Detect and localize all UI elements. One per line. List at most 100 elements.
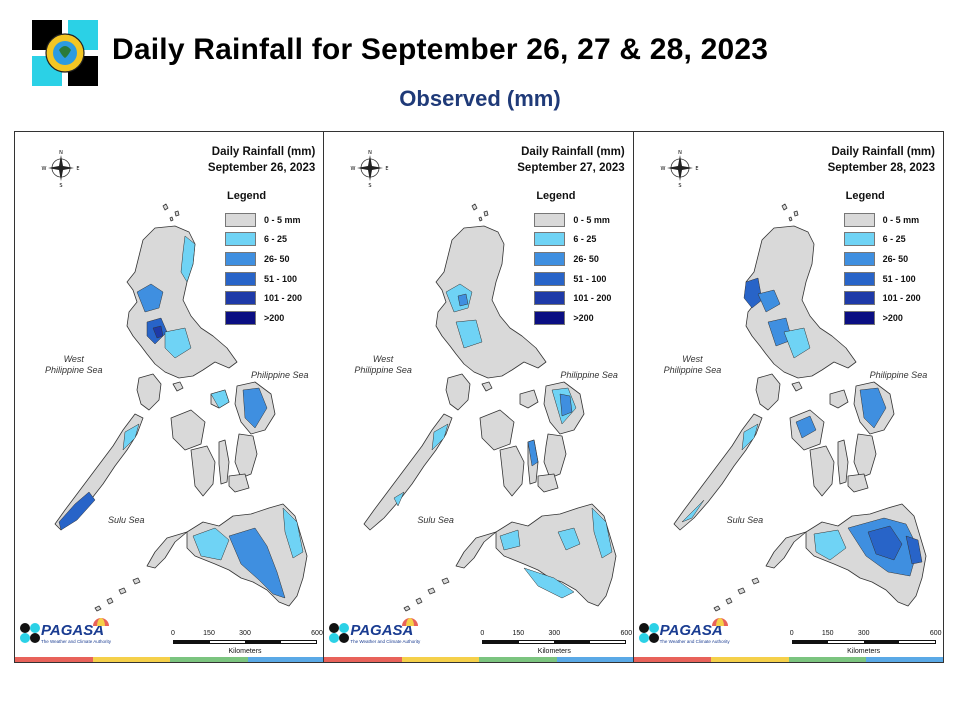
stripe-segment	[324, 657, 402, 662]
rainfall-area	[164, 327, 192, 359]
rainfall-area	[741, 423, 759, 451]
scale-tick-label: 600	[311, 630, 323, 637]
legend-swatch	[225, 271, 256, 286]
rainfall-area	[859, 387, 886, 429]
legend-label: 6 - 25	[882, 234, 906, 245]
bohol-island	[847, 473, 869, 493]
page-title: Daily Rainfall for September 26, 27 & 28…	[112, 33, 769, 66]
legend-swatch	[843, 310, 875, 325]
legend-label: 26- 50	[264, 253, 290, 264]
legend-swatch	[534, 212, 566, 227]
stripe-segment	[15, 657, 93, 662]
rainfall-area	[681, 499, 704, 523]
philippines-rainfall-map	[673, 203, 927, 612]
pagasa-tagline: The Weather and Climate Authority	[659, 639, 730, 644]
scale-tick-label: 600	[620, 630, 633, 637]
rainfall-area	[136, 283, 164, 313]
pagasa-logo: PAGASA The Weather and Climate Authority	[328, 616, 420, 648]
cebu-island	[837, 439, 849, 485]
stripe-segment	[170, 657, 248, 662]
scale-tick-label: 0	[789, 630, 794, 637]
rainfall-area	[795, 415, 816, 439]
legend-label: 51 - 100	[573, 273, 607, 284]
stripe-segment	[711, 657, 789, 662]
legend-label: 0 - 5 mm	[264, 214, 301, 225]
rainfall-area	[432, 423, 449, 451]
legend-swatch	[225, 310, 256, 325]
mindanao-island	[495, 503, 617, 607]
leyte-island	[853, 433, 877, 479]
stripe-segment	[866, 657, 943, 662]
rainfall-legend: Legend 0 - 5 mm 6 - 25 26- 50 51 - 100 101 -…	[534, 190, 611, 328]
rainfall-area	[523, 567, 575, 599]
bohol-island	[228, 473, 250, 493]
scale-tick-label: 600	[929, 630, 942, 637]
legend-title: Legend	[845, 190, 885, 202]
scale-tick-label: 300	[239, 630, 251, 637]
panay-island	[170, 409, 206, 451]
stripe-segment	[401, 657, 480, 662]
rainfall-area	[192, 527, 230, 561]
rainfall-map-panel-3: N S W E Daily Rainfall (mm) September 28…	[633, 132, 943, 662]
masbate-island	[829, 389, 849, 409]
legend-item: >200	[225, 308, 302, 328]
scale-tick-label: 150	[203, 630, 215, 637]
batanes-islands	[781, 203, 799, 222]
rainfall-area	[282, 507, 304, 559]
brand-color-stripe	[324, 657, 633, 662]
north-arrow-compass: N S W E	[351, 150, 389, 188]
compass-s: S	[678, 183, 681, 188]
zamboanga-peninsula	[146, 531, 188, 569]
legend-label: >200	[264, 312, 285, 323]
dost-mini-icon	[329, 623, 350, 643]
legend-swatch	[225, 212, 256, 227]
north-arrow-compass: N S W E	[660, 150, 698, 188]
legend-item: 6 - 25	[534, 230, 611, 250]
legend-swatch	[843, 212, 875, 227]
batanes-islands	[471, 203, 489, 222]
legend-swatch	[225, 251, 256, 266]
legend-title: Legend	[227, 190, 267, 202]
legend-label: 26- 50	[882, 253, 909, 264]
stripe-segment	[633, 657, 712, 662]
philippine-sea-label: Philippine Sea	[869, 370, 928, 380]
legend-item: 6 - 25	[225, 230, 302, 250]
panel-title-line1: Daily Rainfall (mm)	[521, 146, 625, 158]
sulu-archipelago	[94, 577, 141, 612]
leyte-island	[234, 433, 258, 479]
panel-title-date: September 28, 2023	[827, 162, 935, 174]
scale-tick-label: 300	[857, 630, 870, 637]
page-subtitle: Observed (mm)	[399, 86, 561, 111]
legend-label: >200	[882, 312, 903, 323]
scale-bar: 0 150 300 600 Kilometers	[480, 630, 632, 655]
stripe-segment	[92, 657, 170, 662]
batanes-islands	[162, 203, 180, 222]
rainfall-area	[152, 325, 164, 339]
rainfall-area	[560, 393, 573, 417]
panel-title: Daily Rainfall (mm) September 27, 2023	[517, 144, 624, 176]
scale-unit: Kilometers	[228, 648, 262, 655]
compass-s: S	[59, 183, 62, 188]
west-philippine-sea-line1: West	[682, 354, 703, 364]
rainfall-map-panel-2: N S W E Daily Rainfall (mm) September 27…	[324, 132, 634, 662]
compass-w: W	[42, 166, 47, 172]
dost-mini-icon	[20, 623, 40, 643]
rainfall-area	[500, 529, 521, 551]
scale-unit: Kilometers	[847, 648, 881, 655]
negros-island	[809, 445, 835, 497]
panel-title: Daily Rainfall (mm) September 26, 2023	[208, 144, 315, 176]
legend-swatch	[225, 232, 256, 247]
legend-swatch	[843, 232, 875, 247]
legend-swatch	[225, 291, 256, 306]
pagasa-logo: PAGASA The Weather and Climate Authority	[638, 616, 730, 648]
mindoro-island	[755, 373, 781, 411]
legend-item: 0 - 5 mm	[225, 210, 302, 230]
legend-item: 0 - 5 mm	[843, 210, 921, 230]
west-philippine-sea-line1: West	[372, 354, 394, 364]
panel-title-line1: Daily Rainfall (mm)	[831, 146, 935, 158]
north-arrow-compass: N S W E	[42, 150, 80, 188]
legend-item: 101 - 200	[534, 288, 611, 308]
scale-unit: Kilometers	[537, 648, 571, 655]
rainfall-area	[458, 293, 469, 307]
legend-title: Legend	[536, 190, 576, 202]
